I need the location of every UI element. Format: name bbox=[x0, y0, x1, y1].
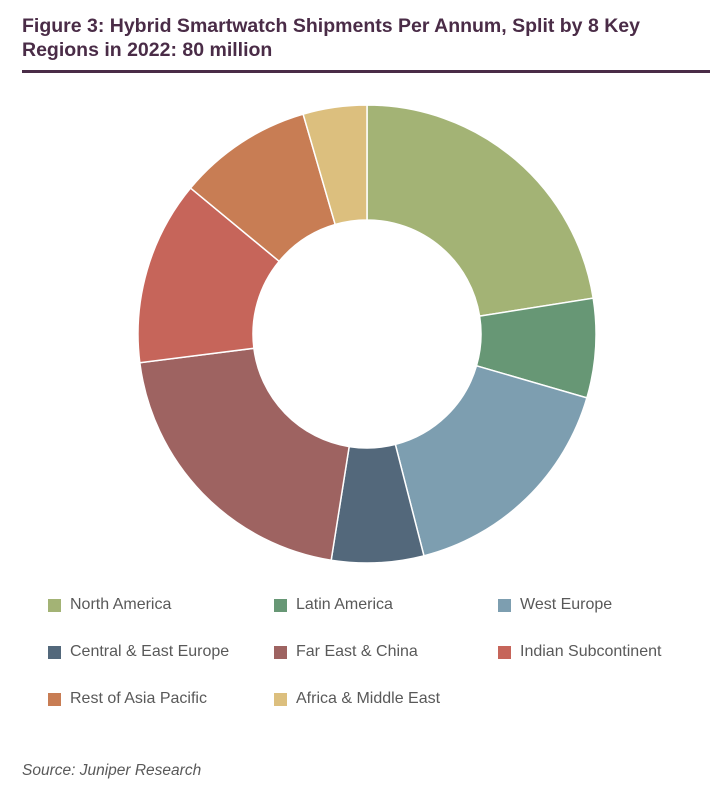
legend-item-north-america: North America bbox=[48, 596, 171, 614]
legend-label: West Europe bbox=[520, 596, 613, 613]
legend-label: Africa & Middle East bbox=[296, 690, 441, 707]
legend-label: Far East & China bbox=[296, 643, 418, 660]
legend-item-central-east-europe: Central & East Europe bbox=[48, 643, 229, 661]
legend-item-africa-middle-east: Africa & Middle East bbox=[274, 690, 440, 708]
donut-slice-far-east-china bbox=[138, 347, 351, 562]
legend-item-indian-subcontinent: Indian Subcontinent bbox=[498, 643, 661, 661]
chart-title: Figure 3: Hybrid Smartwatch Shipments Pe… bbox=[22, 15, 640, 61]
title-divider bbox=[22, 70, 710, 73]
donut-slice-africa-middle-east bbox=[302, 104, 368, 226]
legend-swatch bbox=[48, 598, 61, 612]
legend-label: Latin America bbox=[296, 596, 393, 613]
legend-label: North America bbox=[70, 596, 172, 613]
legend-item-far-east-china: Far East & China bbox=[274, 643, 418, 661]
donut-slice-west-europe bbox=[394, 364, 588, 557]
donut-slice-north-america bbox=[366, 104, 595, 318]
legend-item-rest-of-asia-pacific: Rest of Asia Pacific bbox=[48, 690, 207, 708]
legend-label: Central & East Europe bbox=[70, 643, 230, 660]
source-note: Source: Juniper Research bbox=[22, 762, 202, 779]
legend-swatch bbox=[48, 645, 61, 659]
legend-swatch bbox=[274, 645, 287, 659]
legend-item-latin-america: Latin America bbox=[274, 596, 393, 614]
legend-swatch bbox=[274, 692, 287, 706]
legend-swatch bbox=[498, 645, 511, 659]
legend-swatch bbox=[498, 598, 511, 612]
legend-label: Indian Subcontinent bbox=[520, 643, 662, 660]
legend-label: Rest of Asia Pacific bbox=[70, 690, 207, 707]
legend-swatch bbox=[274, 598, 287, 612]
legend-item-west-europe: West Europe bbox=[498, 596, 612, 614]
donut-chart bbox=[137, 104, 597, 564]
legend-swatch bbox=[48, 692, 61, 706]
